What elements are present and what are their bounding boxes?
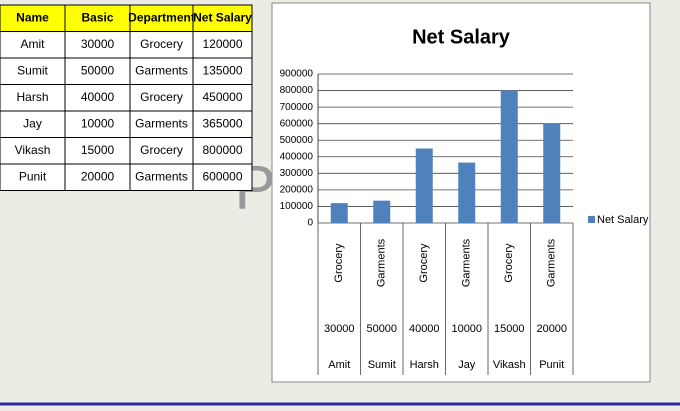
cell-text: 50000	[81, 63, 115, 77]
cell	[0, 57, 66, 85]
cell	[192, 137, 253, 165]
x-basic-label: 10000	[451, 323, 482, 335]
cell	[192, 163, 253, 191]
cell-text: Garments	[135, 116, 188, 130]
cell	[64, 84, 131, 112]
header-cell	[0, 4, 66, 32]
header-text: Basic	[81, 10, 113, 24]
cell-text: 800000	[202, 143, 242, 157]
x-tick-label: Sumit	[368, 359, 396, 371]
header-text: Department	[128, 10, 195, 24]
y-tick-label: 300000	[280, 168, 314, 179]
cell-text: Garments	[135, 169, 188, 183]
y-tick-label: 100000	[280, 201, 314, 212]
cell-text: Punit	[19, 169, 47, 183]
cell	[0, 163, 66, 191]
x-basic-label: 40000	[409, 323, 440, 335]
bar	[543, 123, 561, 223]
y-tick-label: 900000	[280, 69, 314, 80]
x-tick-label: Jay	[458, 359, 476, 371]
legend-label: Net Salary	[597, 214, 649, 226]
cell-text: 10000	[81, 116, 115, 130]
cell	[129, 84, 194, 112]
cell-text: Harsh	[16, 90, 48, 104]
cell	[0, 110, 66, 138]
x-department-label: Garments	[546, 238, 558, 287]
cell-text: 40000	[81, 90, 115, 104]
cell-text: Amit	[21, 37, 46, 51]
cell	[0, 84, 66, 112]
cell-text: 365000	[202, 116, 242, 130]
header-text: Net Salary	[193, 10, 252, 24]
y-tick-label: 500000	[280, 135, 314, 146]
bar	[415, 148, 433, 223]
bar	[373, 200, 391, 223]
bar	[330, 203, 348, 223]
cell-text: Vikash	[15, 143, 51, 157]
header-cell	[64, 4, 131, 32]
cell	[129, 57, 194, 85]
bar	[500, 90, 518, 223]
header-cell	[192, 4, 253, 32]
x-department-label: Grocery	[333, 243, 345, 283]
x-tick-label: Punit	[539, 359, 564, 371]
x-basic-label: 30000	[324, 323, 355, 335]
cell-text: Grocery	[140, 37, 183, 51]
y-tick-label: 400000	[280, 151, 314, 162]
cell-text: Garments	[135, 63, 188, 77]
cell-text: 30000	[81, 37, 115, 51]
cell-text: 15000	[81, 143, 115, 157]
header-text: Name	[16, 10, 49, 24]
y-tick-label: 800000	[280, 85, 314, 96]
x-department-label: Grocery	[418, 243, 430, 283]
x-basic-label: 50000	[366, 323, 397, 335]
cell	[0, 137, 66, 165]
x-department-label: Garments	[376, 238, 388, 287]
x-tick-label: Amit	[328, 359, 350, 371]
x-tick-label: Harsh	[410, 359, 439, 371]
x-basic-label: 20000	[536, 323, 567, 335]
cell-text: 135000	[202, 63, 242, 77]
bar	[458, 162, 476, 223]
cell	[129, 163, 194, 191]
x-tick-label: Vikash	[493, 359, 526, 371]
x-basic-label: 15000	[494, 323, 525, 335]
x-department-label: Grocery	[503, 243, 515, 283]
chart-title: Net Salary	[412, 26, 511, 48]
cell-text: Sumit	[17, 63, 48, 77]
cell	[0, 31, 66, 59]
legend-swatch	[588, 216, 595, 223]
cell-text: 600000	[202, 169, 242, 183]
y-tick-label: 200000	[280, 185, 314, 196]
x-department-label: Garments	[461, 238, 473, 287]
cell	[192, 57, 253, 85]
cell-text: Grocery	[140, 90, 183, 104]
y-tick-label: 700000	[280, 102, 314, 113]
cell-text: Jay	[23, 116, 42, 130]
cell	[64, 163, 131, 191]
cell-text: 20000	[81, 169, 115, 183]
cell-text: 120000	[202, 37, 242, 51]
cell-text: 450000	[202, 90, 242, 104]
y-tick-label: 0	[307, 218, 313, 229]
y-tick-label: 600000	[280, 118, 314, 129]
cell-text: Grocery	[140, 143, 183, 157]
